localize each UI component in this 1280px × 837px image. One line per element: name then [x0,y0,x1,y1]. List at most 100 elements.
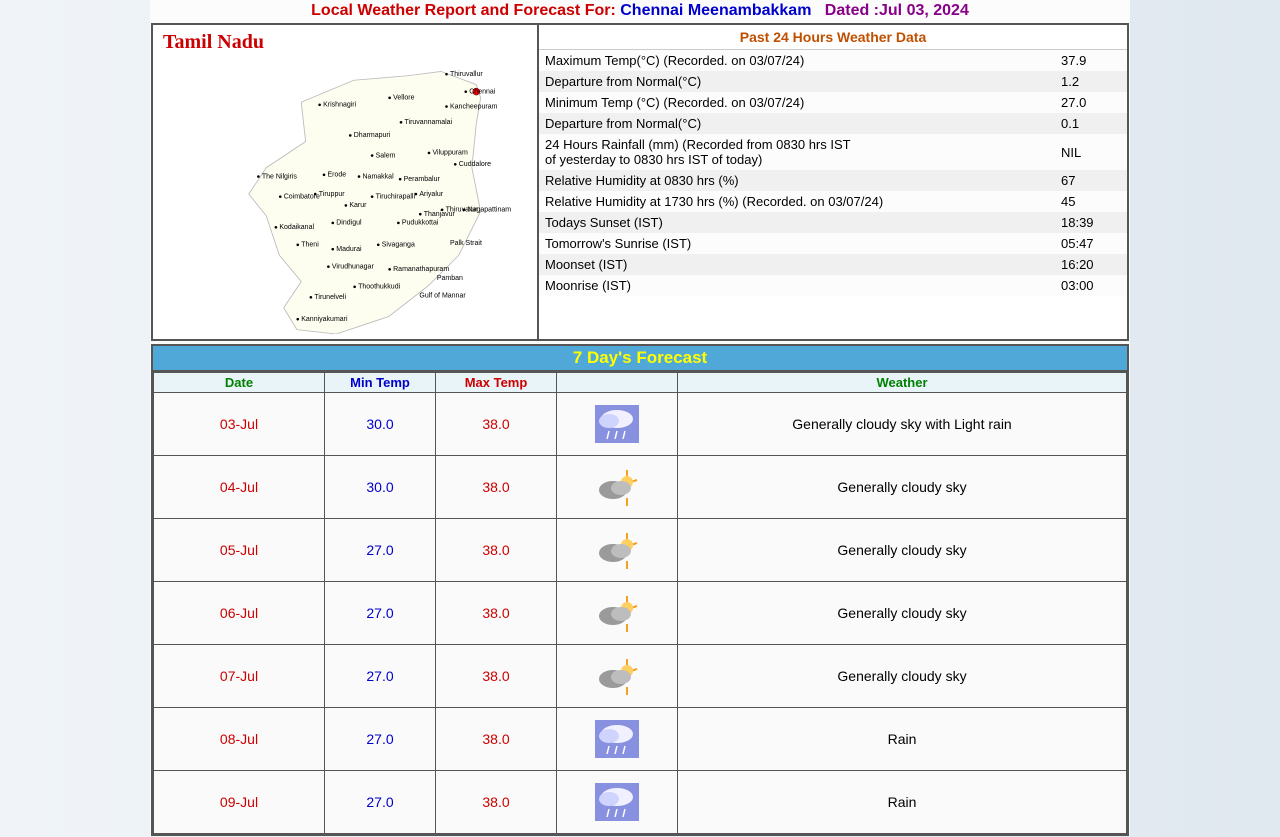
district-dot-icon [310,296,313,299]
district-dot-icon [388,268,391,271]
past24-row: Maximum Temp(°C) (Recorded. on 03/07/24)… [539,50,1127,71]
past24-row: Moonrise (IST)03:00 [539,275,1127,296]
past24-label: Departure from Normal(°C) [539,71,1055,92]
forecast-max: 38.0 [436,456,557,519]
rain-icon [595,783,639,821]
forecast-date: 04-Jul [154,456,325,519]
district-dot-icon [275,226,278,229]
past24-row: Tomorrow's Sunrise (IST)05:47 [539,233,1127,254]
cloudy-icon [593,468,641,506]
col-weather: Weather [678,373,1127,393]
past24-label: Todays Sunset (IST) [539,212,1055,233]
district-dot-icon [388,96,391,99]
past24-label: Departure from Normal(°C) [539,113,1055,134]
district-label: Ramanathapuram [393,266,449,273]
district-label: Karur [349,202,367,209]
rain-icon [595,720,639,758]
forecast-row: 08-Jul27.038.0Rain [154,708,1127,771]
forecast-min: 27.0 [325,645,436,708]
forecast-row: 04-Jul30.038.0Generally cloudy sky [154,456,1127,519]
district-dot-icon [464,90,467,93]
map-cell: Tamil Nadu ThiruvallurChennaiVelloreKanc… [153,25,539,339]
cloudy-icon [593,657,641,695]
title-date: Dated :Jul 03, 2024 [825,2,969,19]
district-label: Pamban [437,275,463,282]
district-dot-icon [323,173,326,176]
past24-row: 24 Hours Rainfall (mm) (Recorded from 08… [539,134,1127,170]
forecast-min: 27.0 [325,771,436,834]
district-label: Gulf of Mannar [419,292,466,299]
forecast-icon-cell [557,771,678,834]
forecast-weather: Rain [678,708,1127,771]
district-dot-icon [399,178,402,181]
past24-title: Past 24 Hours Weather Data [539,25,1127,50]
forecast-date: 05-Jul [154,519,325,582]
forecast-min: 30.0 [325,393,436,456]
past24-value: 1.2 [1055,71,1127,92]
district-dot-icon [371,195,374,198]
col-icon [557,373,678,393]
forecast-icon-cell [557,582,678,645]
col-min: Min Temp [325,373,436,393]
forecast-row: 03-Jul30.038.0Generally cloudy sky with … [154,393,1127,456]
past24-table: Maximum Temp(°C) (Recorded. on 03/07/24)… [539,50,1127,296]
col-max: Max Temp [436,373,557,393]
forecast-icon-cell [557,708,678,771]
district-dot-icon [353,285,356,288]
forecast-section: 7 Day's Forecast Date Min Temp Max Temp … [151,344,1129,836]
district-label: Salem [376,152,396,159]
past24-cell: Past 24 Hours Weather Data Maximum Temp(… [539,25,1127,339]
district-label: Kancheepuram [450,103,498,110]
district-label: Tirunelveli [314,294,346,301]
forecast-date: 08-Jul [154,708,325,771]
district-label: Krishnagiri [323,102,357,109]
district-dot-icon [279,195,282,198]
district-dot-icon [445,73,448,76]
forecast-icon-cell [557,393,678,456]
past24-label: Tomorrow's Sunrise (IST) [539,233,1055,254]
forecast-row: 05-Jul27.038.0Generally cloudy sky [154,519,1127,582]
past24-value: 05:47 [1055,233,1127,254]
past24-row: Relative Humidity at 1730 hrs (%) (Recor… [539,191,1127,212]
district-dot-icon [454,163,457,166]
district-dot-icon [349,134,352,137]
district-label: Namakkal [363,173,395,180]
district-label: Tiruchirapalli [376,193,416,200]
forecast-row: 09-Jul27.038.0Rain [154,771,1127,834]
district-label: Ariyalur [419,191,443,198]
district-label: Nagapattinam [468,207,512,214]
map-title: Tamil Nadu [155,27,535,54]
district-label: Pudukkottai [402,220,439,227]
district-label: Virudhunagar [332,263,375,270]
forecast-icon-cell [557,456,678,519]
district-label: Thoothukkudi [358,284,400,291]
forecast-title: 7 Day's Forecast [153,346,1127,372]
past24-value: 18:39 [1055,212,1127,233]
district-label: Theni [301,242,319,249]
district-label: Perambalur [404,176,441,183]
forecast-weather: Generally cloudy sky [678,582,1127,645]
past24-value: 03:00 [1055,275,1127,296]
forecast-table: Date Min Temp Max Temp Weather 03-Jul30.… [153,372,1127,834]
cloudy-icon [593,594,641,632]
forecast-weather: Generally cloudy sky [678,645,1127,708]
forecast-row: 07-Jul27.038.0Generally cloudy sky [154,645,1127,708]
district-dot-icon [419,213,422,216]
forecast-max: 38.0 [436,393,557,456]
past24-value: 37.9 [1055,50,1127,71]
past24-label: Relative Humidity at 0830 hrs (%) [539,170,1055,191]
district-dot-icon [345,204,348,207]
weather-report-container: Local Weather Report and Forecast For: C… [150,0,1130,836]
district-label: Dharmapuri [354,132,391,139]
forecast-min: 27.0 [325,708,436,771]
title-prefix: Local Weather Report and Forecast For: [311,2,616,19]
top-row: Tamil Nadu ThiruvallurChennaiVelloreKanc… [151,23,1129,341]
district-label: Sivaganga [382,242,415,249]
rain-icon [595,405,639,443]
past24-label: Moonset (IST) [539,254,1055,275]
district-label: Kodaikanal [279,224,314,231]
past24-label: Minimum Temp (°C) (Recorded. on 03/07/24… [539,92,1055,113]
forecast-min: 27.0 [325,519,436,582]
district-label: Madurai [336,246,362,253]
forecast-min: 27.0 [325,582,436,645]
